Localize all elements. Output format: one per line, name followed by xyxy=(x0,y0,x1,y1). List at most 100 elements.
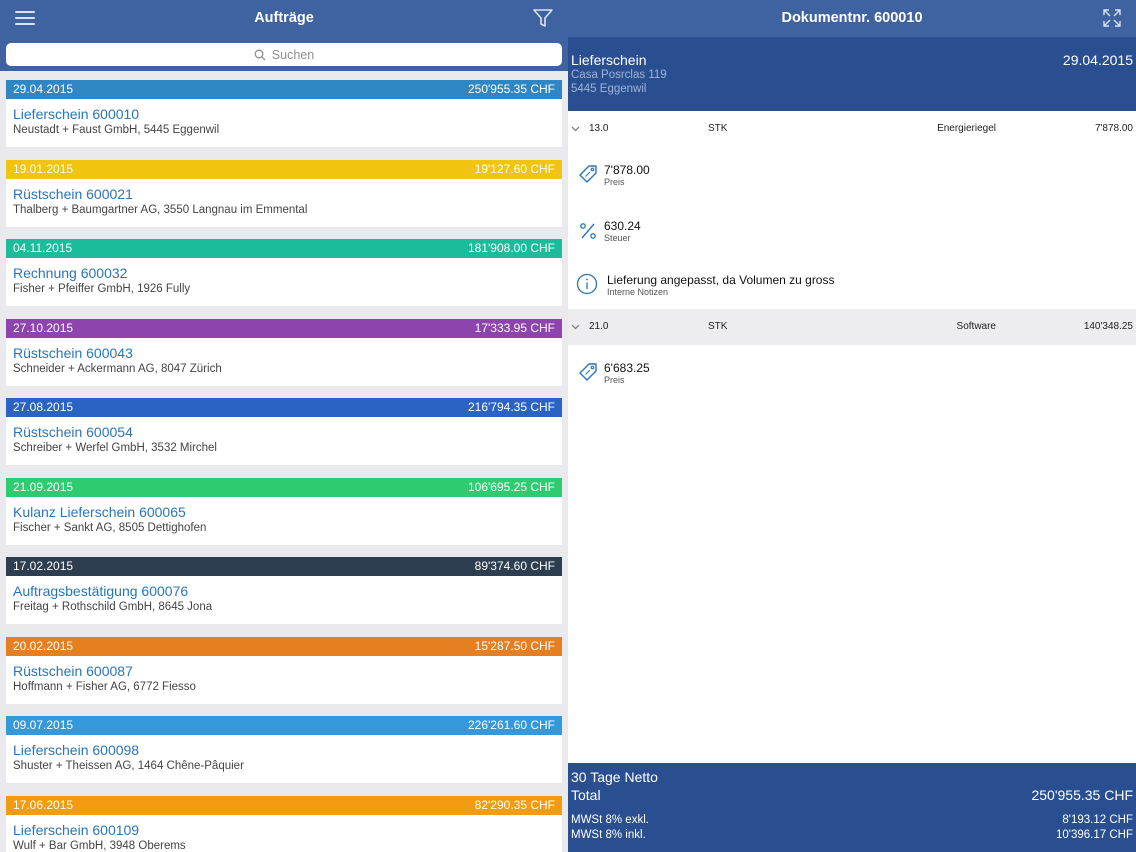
order-title: Kulanz Lieferschein 600065 xyxy=(13,503,186,520)
order-title: Rechnung 600032 xyxy=(13,265,128,281)
order-amount: 82'290.35 CHF xyxy=(474,797,555,812)
vat-incl-label: MWSt 8% inkl. xyxy=(571,829,646,841)
order-color-bar: 17.06.2015 82'290.35 CHF xyxy=(6,795,562,815)
order-customer: Fisher + Pfeiffer GmbH, 1926 Fully xyxy=(13,283,191,295)
search-bar: Suchen xyxy=(0,37,568,71)
position-quantity: 21.0 xyxy=(589,321,609,332)
position-quantity: 13.0 xyxy=(589,123,609,134)
order-color-bar: 20.02.2015 15'287.50 CHF xyxy=(6,636,562,656)
order-amount: 19'127.60 CHF xyxy=(474,161,555,176)
detail-notes: Lieferung angepasst, da Volumen zu gross… xyxy=(568,265,1136,309)
price-tag-icon xyxy=(579,165,597,183)
order-amount: 15'287.50 CHF xyxy=(474,638,555,653)
order-card[interactable]: 27.10.2015 17'333.95 CHF Rüstschein 600043… xyxy=(6,318,562,386)
document-type: Lieferschein xyxy=(571,52,647,68)
order-title: Lieferschein 600010 xyxy=(13,106,140,122)
order-date: 04.11.2015 xyxy=(13,241,73,255)
detail-tax: 630.24 Steuer xyxy=(568,211,1136,255)
payment-terms: 30 Tage Netto xyxy=(571,769,658,785)
order-color-bar: 17.02.2015 89'374.60 CHF xyxy=(6,557,562,576)
detail-value: 7'878.00 xyxy=(604,163,650,177)
position-unit: STK xyxy=(708,321,728,332)
document-summary: Lieferschein 29.04.2015 Casa Posrclas 11… xyxy=(568,37,1136,111)
order-card[interactable]: 19.01.2015 19'127.60 CHF Rüstschein 600021… xyxy=(6,159,562,227)
document-date: 29.04.2015 xyxy=(1062,52,1133,68)
order-card[interactable]: 09.07.2015 226'261.60 CHF Lieferschein 600… xyxy=(6,716,562,783)
position-total: 140'348.25 xyxy=(1083,321,1133,332)
order-title: Lieferschein 600109 xyxy=(13,821,140,838)
order-date: 17.06.2015 xyxy=(13,797,74,812)
order-color-bar: 29.04.2015 250'955.35 CHF xyxy=(6,80,562,99)
order-date: 21.09.2015 xyxy=(13,479,74,494)
document-footer: 30 Tage Netto Total 250'955.35 CHF MWSt … xyxy=(568,763,1136,852)
detail-price: 6'683.25 Preis xyxy=(568,353,1136,397)
order-date: 27.10.2015 xyxy=(13,320,74,335)
order-amount: 226'261.60 CHF xyxy=(467,718,555,732)
order-color-bar: 04.11.2015 181'908.00 CHF xyxy=(6,239,562,258)
price-tag-icon xyxy=(579,363,597,381)
order-amount: 250'955.35 CHF xyxy=(467,82,555,96)
order-card[interactable]: 20.02.2015 15'287.50 CHF Rüstschein 600087… xyxy=(6,636,562,704)
position-row[interactable]: 21.0 STK Software 140'348.25 xyxy=(568,309,1136,345)
position-total: 7'878.00 xyxy=(1094,123,1133,134)
order-list: 29.04.2015 250'955.35 CHF Lieferschein 600… xyxy=(6,80,562,852)
order-customer: Thalberg + Baumgartner AG, 3550 Langnau … xyxy=(13,203,308,216)
search-input[interactable]: Suchen xyxy=(6,43,562,66)
order-color-bar: 19.01.2015 19'127.60 CHF xyxy=(6,159,562,179)
detail-price: 7'878.00 Preis xyxy=(568,155,1136,199)
order-amount: 216'794.35 CHF xyxy=(467,400,555,414)
order-customer: Freitag + Rothschild GmbH, 8645 Jona xyxy=(13,601,213,613)
orders-pane: Aufträge Suchen 29.04.2015 250'955.35 CHF… xyxy=(0,0,568,852)
order-amount: 181'908.00 CHF xyxy=(467,241,555,255)
order-amount: 89'374.60 CHF xyxy=(474,559,555,573)
order-color-bar: 21.09.2015 106'695.25 CHF xyxy=(6,477,562,497)
order-customer: Wulf + Bar GmbH, 3948 Oberems xyxy=(13,839,186,852)
expand-arrows-icon[interactable] xyxy=(1103,9,1121,27)
order-amount: 106'695.25 CHF xyxy=(467,479,555,494)
order-card[interactable]: 27.08.2015 216'794.35 CHF Rüstschein 60005… xyxy=(6,398,562,465)
address-city: 5445 Eggenwil xyxy=(571,83,647,95)
order-title: Auftragsbestätigung 600076 xyxy=(13,583,189,599)
detail-value: Lieferung angepasst, da Volumen zu gross xyxy=(607,273,835,287)
position-row[interactable]: 13.0 STK Energieriegel 7'878.00 xyxy=(568,111,1136,147)
order-date: 19.01.2015 xyxy=(13,161,74,176)
order-color-bar: 09.07.2015 226'261.60 CHF xyxy=(6,716,562,735)
chevron-down-icon xyxy=(571,126,580,132)
order-customer: Schneider + Ackermann AG, 8047 Zürich xyxy=(13,362,222,375)
detail-label: Interne Notizen xyxy=(607,287,669,297)
orders-title: Aufträge xyxy=(254,10,314,26)
order-card[interactable]: 21.09.2015 106'695.25 CHF Kulanz Liefersch… xyxy=(6,477,562,545)
search-placeholder: Suchen xyxy=(271,47,315,62)
order-date: 09.07.2015 xyxy=(13,718,74,732)
order-customer: Shuster + Theissen AG, 1464 Chêne-Pâquie… xyxy=(13,760,244,772)
position-article: Software xyxy=(956,321,996,332)
order-card[interactable]: 29.04.2015 250'955.35 CHF Lieferschein 600… xyxy=(6,80,562,147)
detail-label: Preis xyxy=(604,177,625,187)
order-customer: Fischer + Sankt AG, 8505 Dettighofen xyxy=(13,521,207,534)
order-card[interactable]: 17.06.2015 82'290.35 CHF Lieferschein 6001… xyxy=(6,795,562,852)
order-title: Rüstschein 600087 xyxy=(13,662,133,679)
order-title: Lieferschein 600098 xyxy=(13,742,140,758)
hamburger-menu-icon[interactable] xyxy=(15,10,37,27)
order-customer: Neustadt + Faust GmbH, 5445 Eggenwil xyxy=(13,124,220,136)
position-unit: STK xyxy=(708,123,728,134)
info-icon xyxy=(576,273,598,295)
order-title: Rüstschein 600021 xyxy=(13,185,133,202)
order-color-bar: 27.08.2015 216'794.35 CHF xyxy=(6,398,562,417)
document-header: Dokumentnr. 600010 xyxy=(568,0,1136,37)
order-title: Rüstschein 600054 xyxy=(13,424,133,440)
detail-value: 630.24 xyxy=(604,219,641,233)
order-card[interactable]: 04.11.2015 181'908.00 CHF Rechnung 600032 F… xyxy=(6,239,562,306)
order-date: 27.08.2015 xyxy=(13,400,74,414)
magnifier-icon xyxy=(254,49,266,61)
order-customer: Hoffmann + Fisher AG, 6772 Fiesso xyxy=(13,680,196,693)
order-date: 17.02.2015 xyxy=(13,559,74,573)
document-pane: Dokumentnr. 600010 Lieferschein 29.04.20… xyxy=(568,0,1136,852)
order-card[interactable]: 17.02.2015 89'374.60 CHF Auftragsbestätigu… xyxy=(6,557,562,624)
order-title: Rüstschein 600043 xyxy=(13,344,133,361)
chevron-down-icon xyxy=(571,324,580,330)
address-street: Casa Posrclas 119 xyxy=(571,69,667,81)
total-label: Total xyxy=(571,787,601,803)
detail-label: Preis xyxy=(604,375,625,385)
funnel-filter-icon[interactable] xyxy=(532,7,554,29)
